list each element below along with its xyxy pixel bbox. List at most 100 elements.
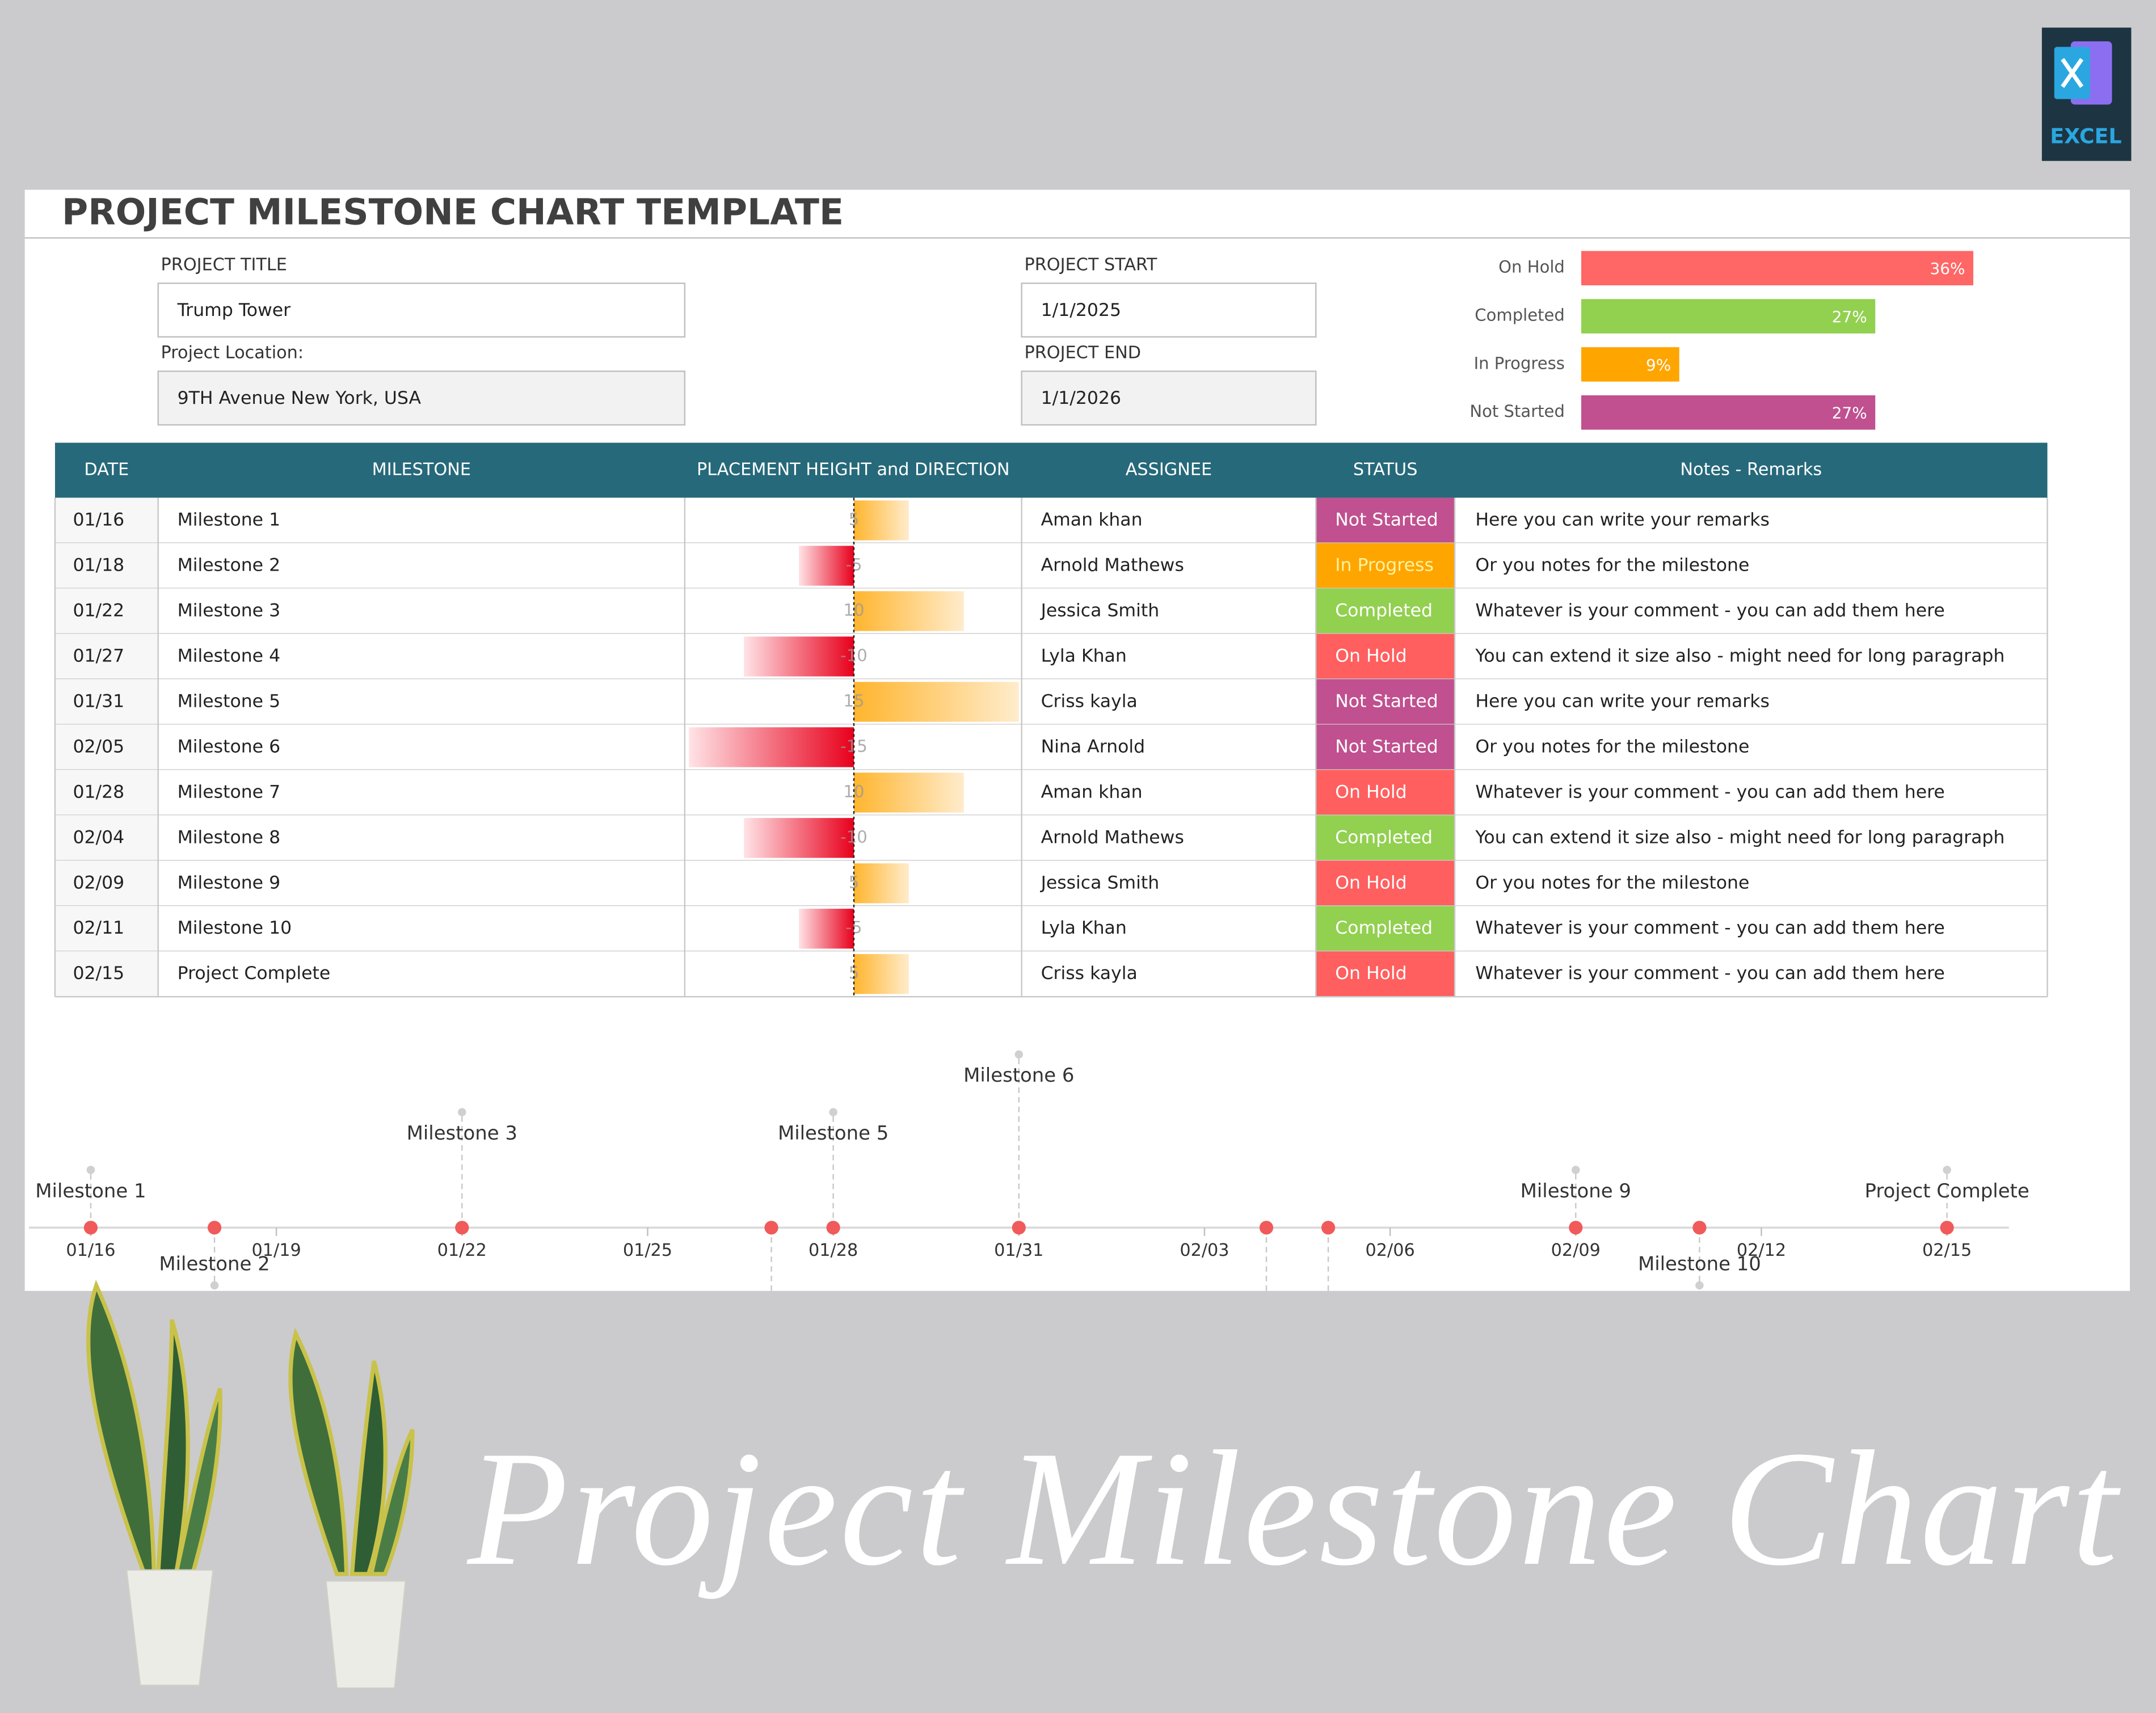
x-tick-label: 02/12 xyxy=(1737,1241,1786,1260)
bar-category-label: Completed xyxy=(1475,306,1565,325)
milestone-cell: Project Complete xyxy=(178,963,331,984)
x-tick-label: 01/31 xyxy=(994,1241,1043,1260)
date-cell: 02/05 xyxy=(73,736,124,757)
date-cell-bg xyxy=(54,815,158,861)
row-bg xyxy=(54,770,2048,816)
date-cell: 01/31 xyxy=(73,691,124,711)
input-box[interactable] xyxy=(1021,282,1317,338)
placement-bar xyxy=(853,500,909,541)
status-chart: On Hold 36% Completed 27% In Progress 9% Not S… xyxy=(1469,251,1973,430)
x-tick-label: 02/03 xyxy=(1180,1241,1229,1260)
date-cell: 01/18 xyxy=(73,555,124,575)
x-tick-label: 02/06 xyxy=(1365,1241,1414,1260)
milestone-tip xyxy=(1014,1050,1024,1059)
timeline-chart: 01/16 01/19 01/22 01/25 01/28 01/31 02/03 02/06… xyxy=(28,1050,2029,1291)
status-text: In Progress xyxy=(1335,555,1434,575)
input-box[interactable] xyxy=(157,282,686,338)
pot xyxy=(125,1569,214,1686)
field-label: PROJECT TITLE xyxy=(161,255,287,275)
input-box[interactable] xyxy=(157,370,686,426)
column-header: PLACEMENT HEIGHT and DIRECTION xyxy=(697,460,1010,480)
notes-cell: Or you notes for the milestone xyxy=(1475,555,1749,575)
bar xyxy=(1581,251,1973,286)
table-header xyxy=(54,442,2048,498)
milestone-table: DATE MILESTONE PLACEMENT HEIGHT and DIRECT… xyxy=(54,442,2048,998)
date-cell: 01/22 xyxy=(73,600,124,621)
status-text: Completed xyxy=(1335,827,1433,847)
milestone-label: Milestone 2 xyxy=(159,1252,270,1275)
field-label: PROJECT START xyxy=(1024,255,1157,275)
milestone-label: Milestone 5 xyxy=(778,1122,888,1144)
bar-value-label: 9% xyxy=(1646,356,1671,374)
x-tick-label: 02/09 xyxy=(1551,1241,1601,1260)
milestone-dot xyxy=(1940,1221,1954,1235)
milestone-tip xyxy=(210,1281,219,1290)
status-text: Completed xyxy=(1335,918,1433,938)
date-cell: 01/28 xyxy=(73,782,124,802)
milestone-tip xyxy=(1695,1281,1704,1290)
plant-decoration xyxy=(86,1280,415,1689)
milestone-cell: Milestone 6 xyxy=(178,736,281,757)
sheet-title: PROJECT MILESTONE CHART TEMPLATE xyxy=(62,191,844,233)
input-box[interactable] xyxy=(1021,370,1317,426)
status-cell xyxy=(1316,497,1455,543)
status-cell xyxy=(1316,588,1455,634)
date-cell: 02/04 xyxy=(73,827,124,847)
status-text: Not Started xyxy=(1335,509,1438,530)
notes-cell: You can extend it size also - might need… xyxy=(1475,827,2005,847)
milestone-cell: Milestone 3 xyxy=(178,600,281,621)
date-cell-bg xyxy=(54,588,158,634)
milestone-tip xyxy=(829,1108,837,1117)
excel-badge: EXCEL xyxy=(2041,27,2132,161)
x-tick-label: 01/22 xyxy=(437,1241,487,1260)
milestone-tip xyxy=(1943,1166,1951,1174)
bar-value-label: 36% xyxy=(1930,259,1965,278)
placement-bar xyxy=(744,818,854,858)
date-cell-bg xyxy=(54,724,158,770)
status-cell xyxy=(1316,634,1455,680)
assignee-cell: Jessica Smith xyxy=(1040,600,1160,621)
assignee-cell: Criss kayla xyxy=(1041,691,1138,711)
milestone-dot xyxy=(1012,1221,1026,1235)
placement-cell: 5 xyxy=(849,872,860,892)
row-bg xyxy=(54,634,2048,680)
notes-cell: Or you notes for the milestone xyxy=(1475,872,1749,893)
column-header: DATE xyxy=(84,460,129,480)
milestone-dot xyxy=(1569,1221,1583,1235)
milestone-dot xyxy=(455,1221,469,1235)
status-cell xyxy=(1316,906,1455,952)
date-cell: 02/09 xyxy=(73,872,124,893)
row-bg xyxy=(54,951,2048,997)
milestone-cell: Milestone 9 xyxy=(178,872,281,893)
status-cell xyxy=(1316,770,1455,816)
row-bg xyxy=(54,679,2048,725)
placement-bar xyxy=(853,863,909,904)
placement-bar xyxy=(744,636,854,677)
placement-bar xyxy=(799,546,854,586)
date-cell-bg xyxy=(54,951,158,997)
row-bg xyxy=(54,860,2048,906)
x-tick-label: 01/16 xyxy=(66,1241,115,1260)
status-text: On Hold xyxy=(1335,782,1407,802)
notes-cell: Or you notes for the milestone xyxy=(1475,736,1749,757)
script-title: Project Milestone Chart xyxy=(465,1417,2123,1600)
date-cell-bg xyxy=(54,679,158,725)
assignee-cell: Lyla Khan xyxy=(1041,645,1127,666)
placement-bar xyxy=(799,909,854,949)
milestone-dot xyxy=(826,1221,840,1235)
notes-cell: Here you can write your remarks xyxy=(1475,691,1770,711)
date-cell-bg xyxy=(54,906,158,952)
x-tick-label: 01/28 xyxy=(809,1241,858,1260)
date-cell-bg xyxy=(54,543,158,589)
field-label: Project Location: xyxy=(161,343,304,363)
milestone-dot xyxy=(1692,1221,1707,1235)
milestone-label: Milestone 6 xyxy=(963,1064,1074,1086)
placement-cell: 5 xyxy=(849,509,860,529)
column-header: STATUS xyxy=(1353,460,1418,480)
status-cell xyxy=(1316,815,1455,861)
milestone-cell: Milestone 10 xyxy=(178,918,292,938)
status-cell xyxy=(1316,724,1455,770)
notes-cell: You can extend it size also - might need… xyxy=(1475,645,2005,666)
status-text: On Hold xyxy=(1335,963,1407,984)
